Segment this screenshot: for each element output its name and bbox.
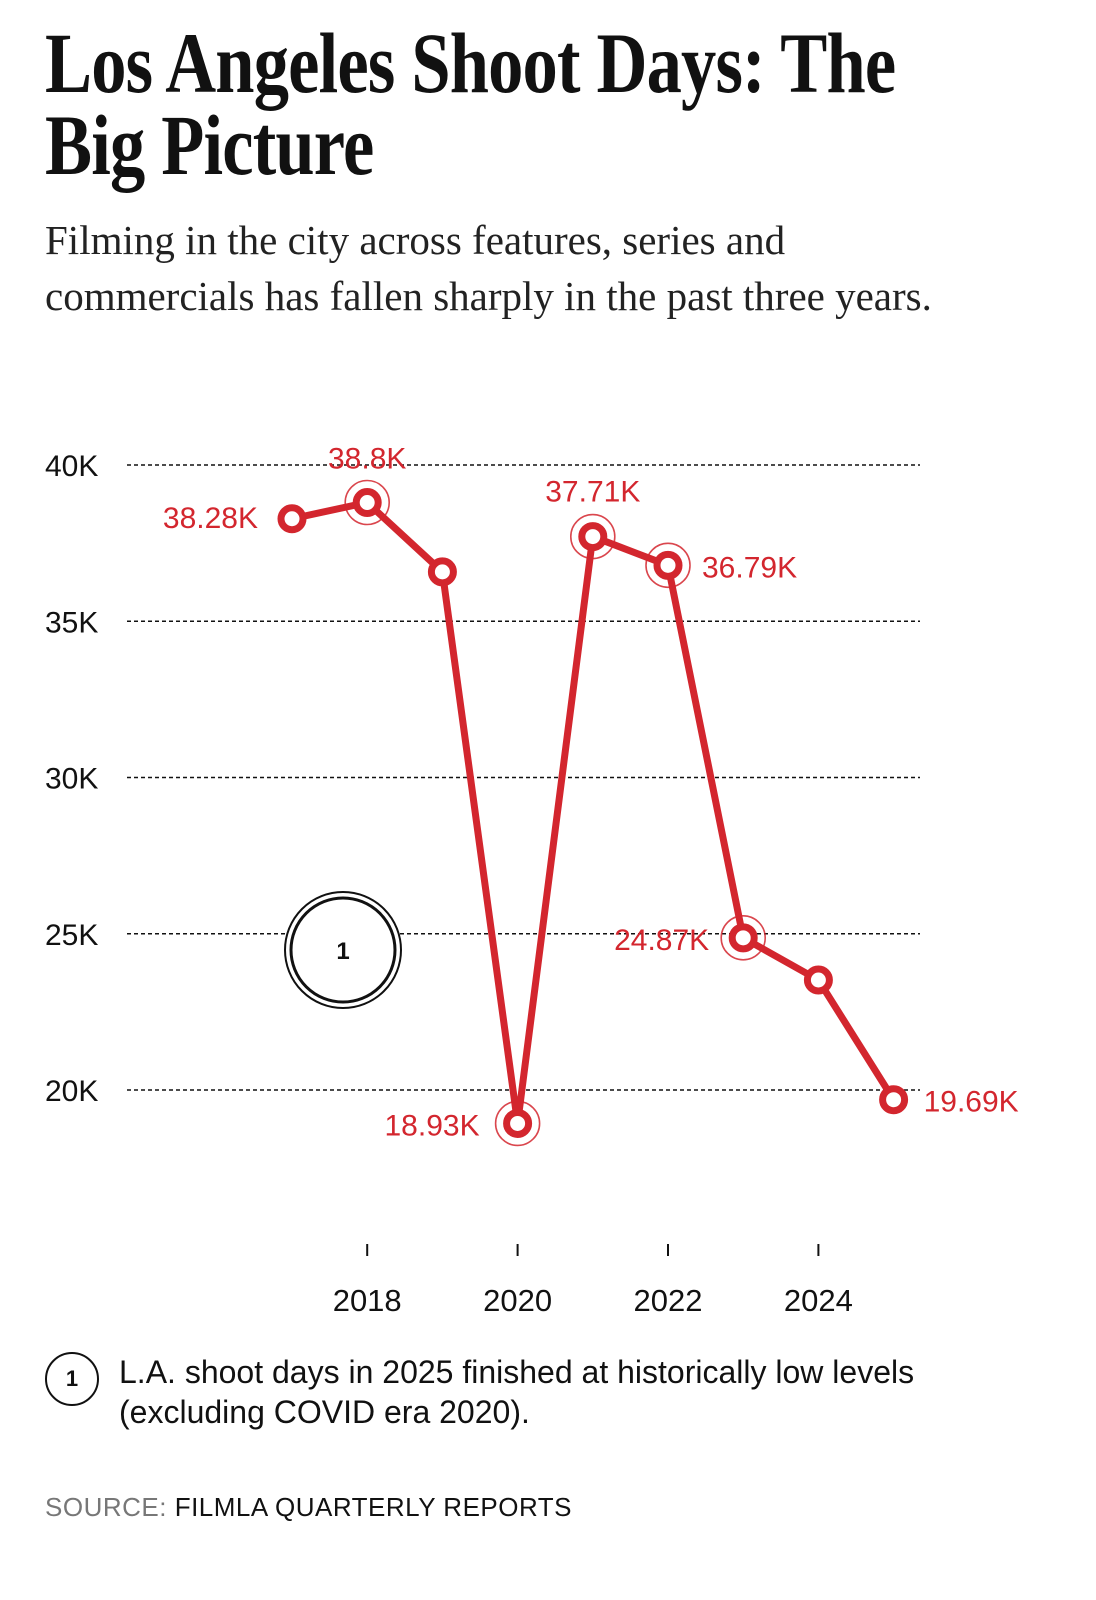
annotation-marker: 1 xyxy=(336,938,349,965)
x-tick-label: 2018 xyxy=(333,1283,402,1318)
annotation-inner-ring xyxy=(289,896,397,1004)
point-halo xyxy=(569,513,616,560)
point-halo xyxy=(344,479,391,526)
footnote-marker: 1 xyxy=(45,1352,99,1406)
data-point xyxy=(879,1085,909,1115)
data-label: 38.8K xyxy=(328,443,406,476)
annotation-outer-ring xyxy=(284,891,402,1009)
data-point xyxy=(653,550,683,580)
data-label: 18.93K xyxy=(385,1109,480,1142)
line-chart: 20K 25K 30K 35K 40K 2018 2020 2022 2024 1 38.28K 38… xyxy=(45,443,1019,1319)
y-tick-label: 40K xyxy=(45,450,98,483)
source-line: SOURCE: FILMLA QUARTERLY REPORTS xyxy=(45,1492,572,1523)
x-tick-label: 2022 xyxy=(634,1283,703,1318)
data-label: 24.87K xyxy=(614,924,709,957)
footnote-text: L.A. shoot days in 2025 finished at hist… xyxy=(119,1354,915,1430)
x-tick-label: 2020 xyxy=(483,1283,552,1318)
y-tick-label: 30K xyxy=(45,763,98,796)
y-tick-label: 35K xyxy=(45,606,98,639)
chart-subtitle: Filming in the city across features, ser… xyxy=(45,217,932,319)
data-point xyxy=(427,557,457,587)
data-point xyxy=(277,504,307,534)
point-halo xyxy=(494,1100,541,1147)
data-point xyxy=(352,488,382,517)
footnote: 1 L.A. shoot days in 2025 finished at hi… xyxy=(45,1352,1025,1432)
point-halo xyxy=(720,915,767,961)
data-label: 36.79K xyxy=(702,551,797,584)
data-point xyxy=(728,923,758,953)
source-label: SOURCE: xyxy=(45,1492,167,1522)
y-tick-label: 20K xyxy=(45,1075,98,1108)
data-point xyxy=(578,522,608,552)
data-point xyxy=(803,965,833,995)
x-tick-label: 2024 xyxy=(784,1283,853,1318)
chart-title: Los Angeles Shoot Days: The Big Picture xyxy=(45,15,896,193)
source-value: FILMLA QUARTERLY REPORTS xyxy=(174,1492,573,1522)
data-label: 19.69K xyxy=(924,1086,1019,1119)
data-label: 38.28K xyxy=(163,502,258,535)
data-point xyxy=(503,1108,533,1138)
y-tick-label: 25K xyxy=(45,919,98,952)
data-label: 37.71K xyxy=(545,476,640,509)
series-line xyxy=(291,499,897,1127)
point-halo xyxy=(645,542,691,589)
